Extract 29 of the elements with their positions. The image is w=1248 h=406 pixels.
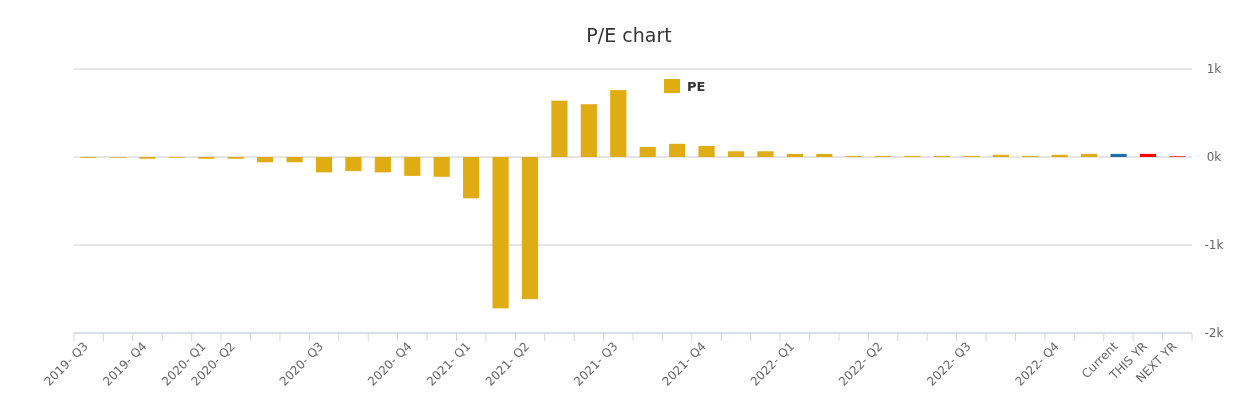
bar xyxy=(374,157,391,173)
legend-label: PE xyxy=(687,79,706,94)
bar xyxy=(257,157,274,163)
bar xyxy=(757,151,774,157)
bar xyxy=(610,90,627,157)
chart-title: P/E chart xyxy=(586,24,672,46)
bar xyxy=(404,157,421,176)
bar xyxy=(1110,153,1127,157)
bar xyxy=(551,100,568,157)
y-tick-label: -2k xyxy=(1204,326,1224,340)
bar xyxy=(1081,153,1098,157)
bar xyxy=(492,157,509,309)
y-tick-label: 0k xyxy=(1206,150,1222,164)
bar xyxy=(698,146,715,157)
y-tick-label: -1k xyxy=(1204,238,1224,252)
bar xyxy=(816,153,833,157)
bar xyxy=(463,157,480,199)
bar xyxy=(286,157,303,163)
bar xyxy=(639,146,656,157)
bar xyxy=(521,157,539,300)
bar xyxy=(669,143,686,157)
bar xyxy=(433,157,450,177)
bar xyxy=(580,104,597,157)
bar xyxy=(315,157,333,173)
bar xyxy=(727,151,745,157)
bar xyxy=(786,153,803,157)
y-tick-label: 1k xyxy=(1206,62,1222,76)
bar xyxy=(1139,153,1157,157)
bar xyxy=(345,157,362,172)
